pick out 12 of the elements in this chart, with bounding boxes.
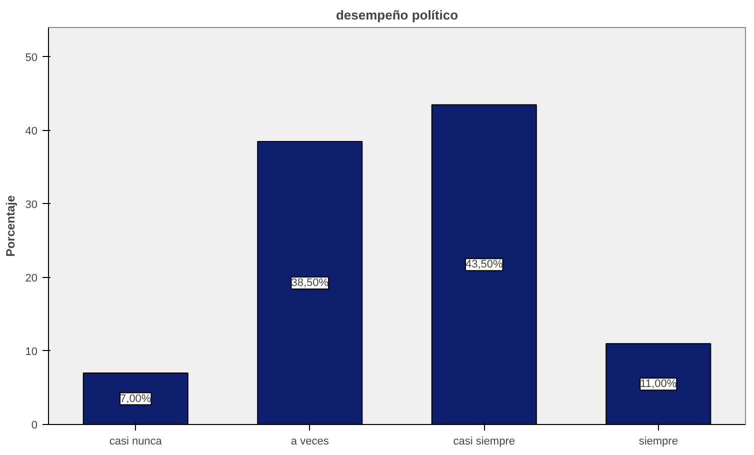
y-tick-label: 40 (25, 125, 38, 138)
y-tick-label: 10 (25, 346, 38, 358)
y-axis-title: Porcentaje (3, 194, 18, 257)
y-tick-label: 30 (25, 198, 38, 211)
x-tick-label: casi siempre (453, 436, 516, 448)
y-tick-label: 20 (25, 272, 38, 284)
y-tick-label: 0 (31, 420, 38, 432)
x-tick-label: casi nunca (109, 436, 163, 448)
chart-title: desempeño político (336, 8, 458, 22)
x-tick-label: siempre (638, 436, 678, 448)
y-tick-label: 50 (25, 52, 38, 64)
x-tick-label: a veces (290, 436, 330, 448)
